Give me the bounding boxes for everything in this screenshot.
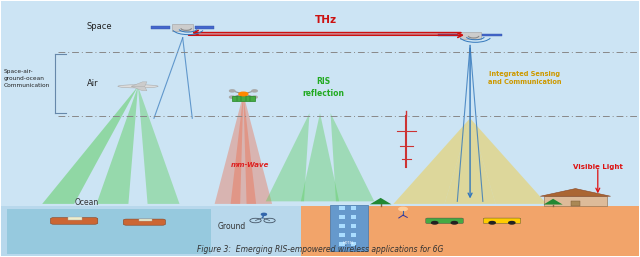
Polygon shape [230, 94, 256, 204]
Bar [351, 224, 356, 228]
Bar [339, 206, 345, 210]
Text: Space: Space [87, 22, 113, 31]
Bar [195, 26, 214, 29]
Polygon shape [131, 86, 147, 91]
Bar [330, 205, 368, 251]
Bar [571, 201, 580, 206]
Polygon shape [370, 198, 392, 204]
Circle shape [399, 207, 407, 211]
Bar [301, 206, 639, 256]
Bar [351, 206, 356, 210]
Bar [172, 24, 193, 31]
Text: RIS
reflection: RIS reflection [302, 77, 344, 98]
Bar [460, 32, 481, 39]
Polygon shape [214, 94, 243, 204]
Circle shape [489, 222, 495, 224]
Polygon shape [445, 118, 495, 204]
FancyBboxPatch shape [124, 219, 166, 225]
Bar [139, 218, 152, 221]
Text: HOTEL: HOTEL [343, 241, 355, 245]
Bar [339, 224, 345, 228]
FancyBboxPatch shape [483, 218, 521, 224]
Polygon shape [540, 189, 611, 196]
Polygon shape [394, 118, 470, 204]
Polygon shape [330, 113, 374, 201]
Text: Air: Air [87, 79, 99, 88]
Circle shape [230, 96, 235, 98]
Text: Figure 3:  Emerging RIS-empowered wireless applications for 6G: Figure 3: Emerging RIS-empowered wireles… [197, 245, 443, 254]
Bar [483, 34, 502, 36]
Circle shape [239, 92, 248, 96]
Text: THz: THz [316, 15, 337, 25]
Circle shape [230, 90, 235, 92]
Text: Space-air-
ground-ocean
Communication: Space-air- ground-ocean Communication [4, 69, 50, 88]
Bar [351, 242, 356, 246]
Ellipse shape [118, 85, 158, 88]
Bar [1, 206, 301, 256]
Bar [438, 34, 458, 36]
Bar [339, 215, 345, 219]
Circle shape [431, 222, 438, 224]
Polygon shape [301, 113, 339, 201]
Bar [68, 217, 83, 220]
Text: Ground: Ground [218, 222, 246, 231]
Polygon shape [138, 86, 179, 204]
Bar [339, 233, 345, 237]
Bar [151, 26, 170, 29]
Polygon shape [131, 82, 147, 86]
Circle shape [261, 213, 266, 215]
Polygon shape [42, 86, 138, 204]
Text: Ocean: Ocean [74, 198, 99, 207]
Bar [7, 209, 211, 254]
Polygon shape [543, 199, 563, 205]
FancyBboxPatch shape [51, 218, 98, 224]
Polygon shape [470, 118, 547, 204]
Circle shape [509, 222, 515, 224]
Circle shape [252, 90, 257, 92]
FancyBboxPatch shape [426, 218, 463, 224]
Bar [351, 233, 356, 237]
Bar [232, 96, 255, 101]
Circle shape [451, 222, 458, 224]
Polygon shape [266, 113, 310, 201]
Bar [339, 242, 345, 246]
Text: Visible Light: Visible Light [573, 164, 623, 170]
Polygon shape [97, 86, 138, 204]
Text: mm-Wave: mm-Wave [230, 162, 269, 168]
Circle shape [252, 96, 257, 98]
Text: Integrated Sensing
and Communication: Integrated Sensing and Communication [488, 71, 561, 85]
Bar [543, 196, 607, 206]
Bar [351, 215, 356, 219]
Polygon shape [243, 94, 272, 204]
